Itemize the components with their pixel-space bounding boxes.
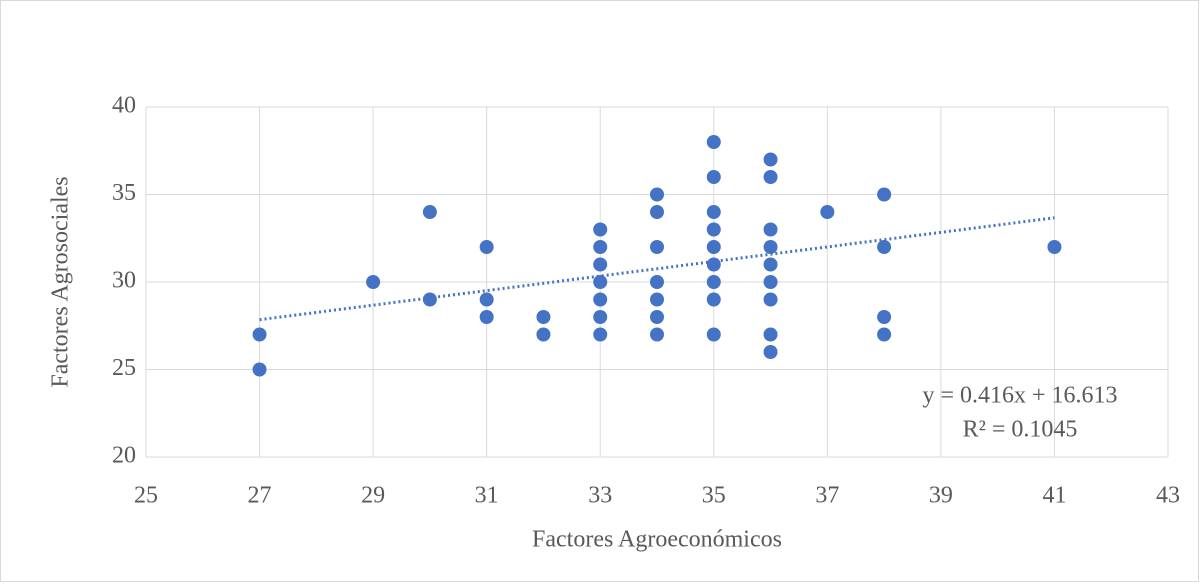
y-tick-label: 30 xyxy=(112,268,136,294)
point xyxy=(763,257,778,272)
point xyxy=(593,257,608,272)
point xyxy=(706,275,721,289)
y-tick-label: 40 xyxy=(112,93,136,119)
point xyxy=(763,152,778,167)
point xyxy=(593,327,608,342)
point xyxy=(593,310,608,324)
point xyxy=(706,135,721,149)
point xyxy=(706,257,721,272)
point xyxy=(422,205,437,219)
point xyxy=(706,205,721,219)
point xyxy=(706,222,721,237)
point xyxy=(650,205,664,219)
point xyxy=(877,187,892,202)
point xyxy=(763,170,778,184)
point xyxy=(877,310,892,324)
point xyxy=(479,292,494,307)
point xyxy=(763,240,778,254)
x-tick-label: 43 xyxy=(1156,483,1180,509)
point xyxy=(650,327,664,342)
point xyxy=(650,275,664,289)
x-tick-label: 25 xyxy=(134,483,158,509)
point xyxy=(366,275,381,289)
trendline-equation: y = 0.416x + 16.613 xyxy=(922,383,1117,409)
point xyxy=(593,275,608,289)
point xyxy=(763,222,778,237)
point xyxy=(763,275,778,289)
point xyxy=(877,327,892,342)
x-tick-label: 39 xyxy=(929,483,953,509)
point xyxy=(536,310,551,324)
point xyxy=(706,327,721,342)
x-tick-label: 37 xyxy=(815,483,839,509)
point xyxy=(593,240,608,254)
point xyxy=(479,240,494,254)
x-tick-label: 27 xyxy=(248,483,272,509)
x-tick-label: 31 xyxy=(475,483,499,509)
y-tick-label: 20 xyxy=(112,443,136,469)
x-tick-label: 29 xyxy=(361,483,385,509)
point xyxy=(763,327,778,342)
x-tick-label: 35 xyxy=(702,483,726,509)
y-tick-label: 25 xyxy=(112,355,136,381)
x-tick-label: 41 xyxy=(1042,483,1066,509)
y-axis-title: Factores Agrosociales xyxy=(48,176,74,387)
point xyxy=(479,310,494,324)
point xyxy=(593,292,608,307)
trendline-r2: R² = 0.1045 xyxy=(963,417,1078,443)
point xyxy=(536,327,551,342)
x-tick-label: 33 xyxy=(588,483,612,509)
point xyxy=(422,292,437,307)
point xyxy=(763,345,778,359)
point xyxy=(820,205,835,219)
point xyxy=(593,222,608,237)
x-axis-title: Factores Agroeconómicos xyxy=(532,527,782,553)
point xyxy=(650,292,664,307)
point xyxy=(650,310,664,324)
point xyxy=(650,240,664,254)
y-tick-label: 35 xyxy=(112,180,136,206)
trendline xyxy=(259,216,1055,322)
point xyxy=(1047,240,1062,254)
point xyxy=(706,170,721,184)
point xyxy=(706,292,721,307)
point xyxy=(650,187,664,202)
point xyxy=(252,362,267,377)
point xyxy=(706,240,721,254)
point xyxy=(252,327,267,342)
point xyxy=(763,292,778,307)
point xyxy=(877,240,892,254)
